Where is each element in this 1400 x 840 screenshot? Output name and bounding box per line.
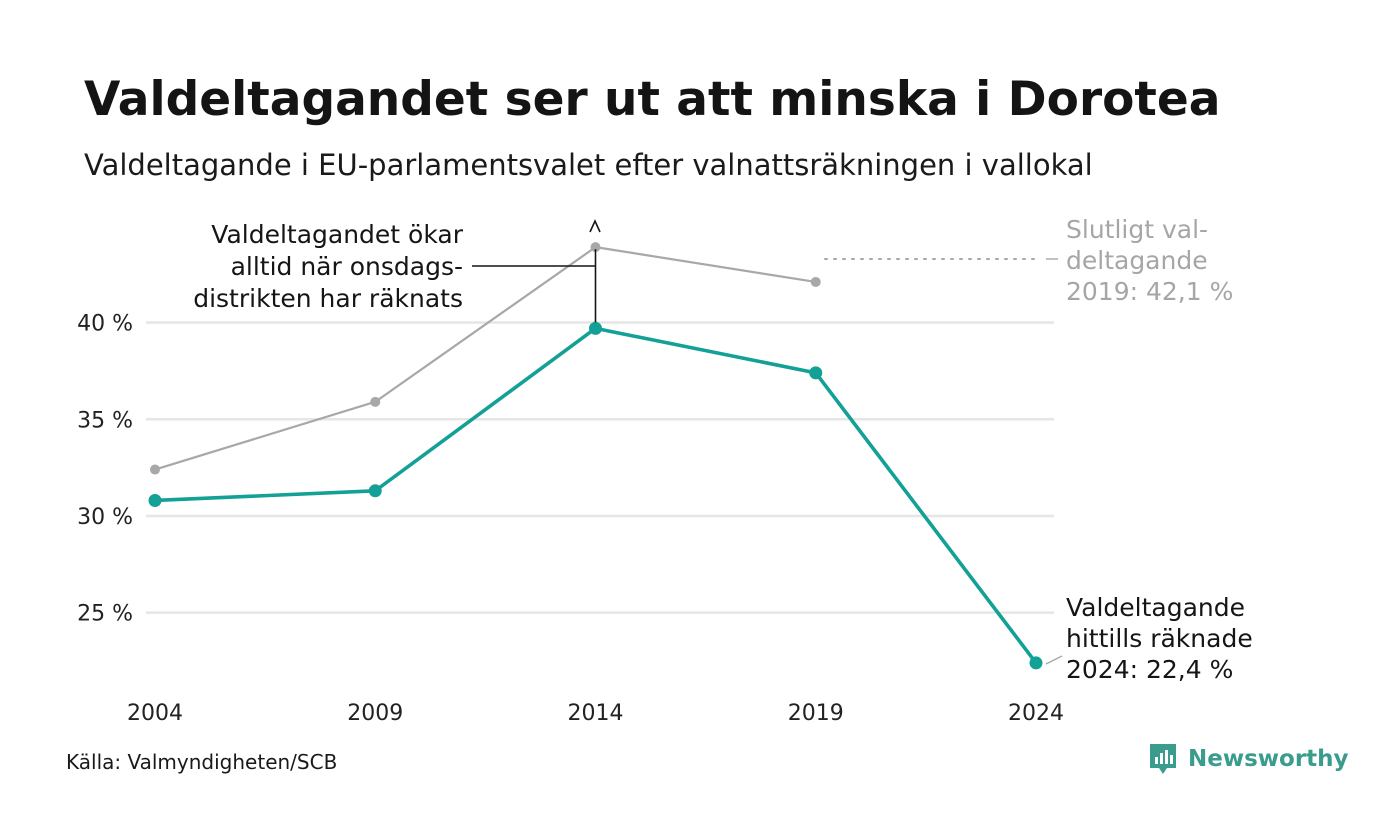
x-tick-label: 2024 — [1008, 701, 1064, 726]
annotation-final-line-2: deltagande — [1066, 246, 1208, 275]
annotation-counted-line-1: Valdeltagande — [1066, 593, 1245, 622]
x-tick-label: 2009 — [347, 701, 403, 726]
y-tick-label: 25 % — [77, 602, 133, 627]
data-point-final — [370, 396, 381, 407]
data-point-counted — [809, 366, 823, 380]
series-layer — [148, 242, 1043, 670]
annotation-final-line-3: 2019: 42,1 % — [1066, 277, 1233, 306]
y-tick-label: 35 % — [77, 408, 133, 433]
x-tick-label: 2014 — [568, 701, 624, 726]
annotation-counted-leader — [1045, 655, 1063, 665]
data-point-final — [810, 276, 821, 287]
annotation-arrowhead — [589, 219, 601, 233]
annotation-final-line-1: Slutligt val- — [1066, 215, 1208, 244]
y-tick-label: 40 % — [77, 312, 133, 337]
data-point-final — [590, 242, 601, 253]
source-note: Källa: Valmyndigheten/SCB — [66, 750, 338, 774]
data-point-counted — [368, 484, 382, 498]
chart-subtitle: Valdeltagande i EU-parlamentsvalet efter… — [84, 148, 1093, 182]
annotation-increase: Valdeltagandet ökar alltid när onsdags- … — [193, 219, 601, 323]
annotation-final: Slutligt val- deltagande 2019: 42,1 % — [824, 215, 1233, 306]
x-axis-tick-labels: 2004 2009 2014 2019 2024 — [127, 701, 1064, 726]
brand-logo[interactable]: Newsworthy — [1148, 742, 1349, 776]
chart-title: Valdeltagandet ser ut att minska i Dorot… — [84, 72, 1221, 127]
y-tick-label: 30 % — [77, 505, 133, 530]
data-point-counted — [1029, 656, 1043, 670]
x-tick-label: 2004 — [127, 701, 183, 726]
data-point-counted — [589, 321, 602, 335]
annotation-counted: Valdeltagande hittills räknade 2024: 22,… — [1045, 593, 1253, 684]
brand-name: Newsworthy — [1188, 746, 1349, 772]
annotation-increase-line-2: alltid när onsdags- — [231, 252, 463, 281]
data-point-final — [150, 464, 160, 475]
x-tick-label: 2019 — [788, 701, 844, 726]
data-point-counted — [148, 493, 162, 507]
y-axis-tick-labels: 25 % 30 % 35 % 40 % — [77, 312, 133, 627]
annotation-increase-line-1: Valdeltagandet ökar — [211, 220, 463, 249]
gridlines — [146, 321, 1054, 614]
annotation-counted-line-3: 2024: 22,4 % — [1066, 655, 1233, 684]
annotation-counted-line-2: hittills räknade — [1066, 624, 1253, 653]
annotation-increase-line-3: distrikten har räknats — [193, 284, 463, 313]
series-line-final — [154, 246, 816, 471]
newsworthy-logo-icon — [1150, 744, 1176, 774]
